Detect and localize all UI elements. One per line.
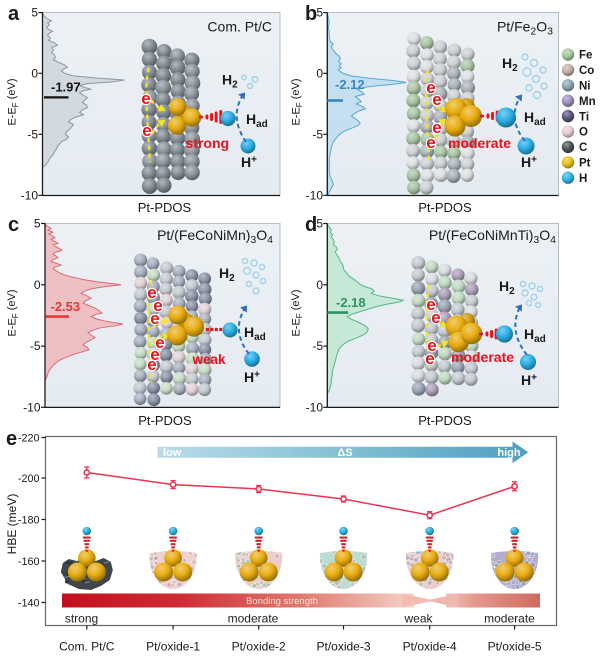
svg-text:Pt/oxide-5: Pt/oxide-5 [488, 640, 542, 654]
svg-text:5: 5 [316, 217, 323, 231]
svg-text:Pt-PDOS: Pt-PDOS [138, 413, 192, 428]
svg-text:low: low [163, 447, 182, 459]
svg-text:Pt/oxide-1: Pt/oxide-1 [146, 640, 200, 654]
svg-text:-10: -10 [21, 188, 39, 202]
svg-text:strong: strong [186, 135, 230, 151]
svg-text:Pt-PDOS: Pt-PDOS [138, 200, 192, 215]
svg-text:C: C [579, 142, 587, 154]
svg-text:Pt-PDOS: Pt-PDOS [418, 413, 472, 428]
svg-text:-5: -5 [312, 127, 323, 141]
svg-text:moderate: moderate [451, 349, 514, 365]
svg-text:Pt/(FeCoNiMnTi)3O4: Pt/(FeCoNiMnTi)3O4 [429, 227, 556, 246]
svg-text:-10: -10 [23, 400, 41, 414]
svg-text:e: e [150, 345, 159, 364]
svg-text:-2.53: -2.53 [51, 299, 81, 314]
svg-text:5: 5 [31, 6, 38, 20]
svg-text:E-EF (eV): E-EF (eV) [290, 289, 304, 336]
svg-text:-200: -200 [18, 473, 40, 485]
svg-text:0: 0 [316, 66, 323, 80]
svg-text:Pt/oxide-3: Pt/oxide-3 [316, 640, 370, 654]
svg-text:5: 5 [316, 6, 323, 20]
svg-text:Pt-PDOS: Pt-PDOS [418, 200, 472, 215]
svg-text:-220: -220 [18, 433, 40, 445]
svg-text:e: e [432, 90, 441, 109]
svg-text:HBE (meV): HBE (meV) [5, 494, 19, 555]
svg-text:moderate: moderate [484, 612, 535, 626]
svg-text:e: e [426, 133, 435, 152]
svg-text:e: e [431, 308, 440, 327]
svg-text:-5: -5 [30, 339, 41, 353]
svg-text:Com. Pt/C: Com. Pt/C [59, 640, 115, 654]
svg-text:H: H [579, 173, 587, 185]
svg-text:Co: Co [579, 65, 594, 77]
svg-text:high: high [497, 447, 520, 459]
svg-text:strong: strong [65, 612, 98, 626]
svg-text:a: a [8, 3, 20, 25]
svg-text:e: e [141, 89, 150, 108]
svg-text:Pt/oxide-4: Pt/oxide-4 [403, 640, 457, 654]
svg-text:0: 0 [31, 66, 38, 80]
svg-text:-10: -10 [306, 400, 324, 414]
svg-text:-1.97: -1.97 [51, 80, 81, 95]
svg-text:0: 0 [34, 278, 41, 292]
svg-text:-2.18: -2.18 [336, 295, 366, 310]
svg-text:moderate: moderate [448, 135, 511, 151]
svg-text:e: e [427, 336, 436, 355]
svg-text:E-EF (eV): E-EF (eV) [6, 289, 20, 336]
svg-text:0: 0 [316, 278, 323, 292]
svg-text:Pt/Fe2O3: Pt/Fe2O3 [497, 19, 553, 38]
svg-text:-140: -140 [18, 598, 40, 610]
svg-text:e: e [432, 118, 441, 137]
svg-text:Fe: Fe [579, 50, 592, 62]
svg-text:e: e [147, 283, 156, 302]
svg-text:b: b [305, 3, 317, 25]
svg-text:weak: weak [403, 612, 433, 626]
svg-text:Pt/(FeCoNiMn)3O4: Pt/(FeCoNiMn)3O4 [157, 227, 273, 246]
svg-text:Pt: Pt [579, 158, 591, 170]
svg-text:e: e [155, 333, 164, 352]
svg-text:O: O [579, 127, 588, 139]
svg-text:E-EF (eV): E-EF (eV) [290, 78, 304, 125]
svg-text:5: 5 [34, 217, 41, 231]
svg-text:e: e [6, 428, 17, 450]
svg-text:e: e [142, 121, 151, 140]
svg-text:c: c [8, 214, 19, 236]
svg-text:-5: -5 [27, 127, 38, 141]
svg-text:Ti: Ti [579, 111, 589, 123]
svg-text:e: e [426, 295, 435, 314]
svg-text:Ni: Ni [579, 81, 591, 93]
svg-text:e: e [426, 78, 435, 97]
svg-text:e: e [425, 349, 434, 368]
svg-text:-2.12: -2.12 [335, 77, 365, 92]
svg-text:e: e [147, 355, 156, 374]
svg-text:Pt/oxide-2: Pt/oxide-2 [232, 640, 286, 654]
svg-text:E-EF (eV): E-EF (eV) [6, 78, 20, 125]
svg-text:Bonding strength: Bonding strength [246, 596, 318, 607]
svg-text:d: d [305, 214, 317, 236]
svg-text:Com. Pt/C: Com. Pt/C [207, 19, 272, 35]
svg-text:e: e [150, 309, 159, 328]
svg-text:weak: weak [192, 352, 227, 367]
svg-text:moderate: moderate [228, 612, 279, 626]
svg-text:ΔS: ΔS [337, 447, 352, 459]
svg-text:Mn: Mn [579, 96, 596, 108]
svg-text:-5: -5 [312, 339, 323, 353]
svg-text:-180: -180 [18, 515, 40, 527]
svg-text:-160: -160 [18, 556, 40, 568]
svg-text:-10: -10 [306, 188, 324, 202]
svg-text:e: e [153, 296, 162, 315]
